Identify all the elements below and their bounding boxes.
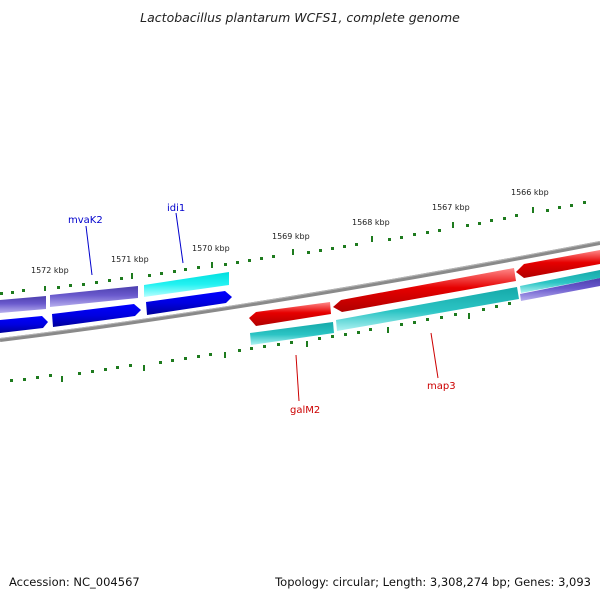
mvaK2-feature bbox=[0, 296, 46, 313]
mvaK2-leader bbox=[85, 225, 93, 276]
cyan-feature-2 bbox=[336, 287, 519, 331]
scale-label-1569: 1569 kbp bbox=[272, 232, 310, 241]
red-feature-right bbox=[516, 250, 600, 278]
left-blue-features bbox=[0, 291, 232, 333]
scale-label-1570: 1570 kbp bbox=[192, 244, 230, 253]
scale-label-1566: 1566 kbp bbox=[511, 188, 549, 197]
galM2-leader bbox=[295, 354, 300, 402]
scale-labels: 1566 kbp 1567 kbp 1568 kbp 1569 kbp 1570… bbox=[31, 188, 549, 275]
map3-label: map3 bbox=[427, 381, 456, 392]
accession-label: Accession: NC_004567 bbox=[9, 575, 140, 589]
gene-leader-lines bbox=[85, 212, 439, 402]
idi1-leader bbox=[175, 212, 184, 264]
genome-backbone bbox=[0, 241, 600, 342]
outer-scale-ticks bbox=[0, 201, 586, 295]
scale-label-1572: 1572 kbp bbox=[31, 266, 69, 275]
cyan-feature-1 bbox=[250, 322, 334, 345]
cyan-features bbox=[250, 270, 600, 345]
galM2-feature bbox=[249, 302, 331, 326]
gene-labels: mvaK2 idi1 galM2 map3 bbox=[68, 203, 456, 416]
red-features bbox=[249, 250, 600, 326]
cyan-feature-3 bbox=[520, 270, 600, 293]
forward-strand-features bbox=[0, 272, 229, 313]
blue-feature-1 bbox=[0, 316, 48, 333]
inner-scale-ticks bbox=[10, 302, 511, 382]
genome-summary: Topology: circular; Length: 3,308,274 bp… bbox=[275, 575, 591, 589]
scale-label-1571: 1571 kbp bbox=[111, 255, 149, 264]
map3-leader bbox=[430, 332, 439, 379]
genome-map-title: Lactobacillus plantarum WCFS1, complete … bbox=[140, 10, 460, 25]
feature-purple-2 bbox=[50, 286, 138, 307]
scale-label-1567: 1567 kbp bbox=[432, 203, 470, 212]
mvaK2-label: mvaK2 bbox=[68, 215, 103, 226]
galM2-label: galM2 bbox=[290, 405, 320, 416]
blue-feature-3 bbox=[146, 291, 232, 315]
map3-feature bbox=[333, 268, 516, 312]
idi1-feature bbox=[144, 272, 229, 297]
purple-feature-right bbox=[520, 278, 600, 301]
idi1-label: idi1 bbox=[167, 203, 185, 214]
scale-label-1568: 1568 kbp bbox=[352, 218, 390, 227]
blue-feature-2 bbox=[52, 304, 141, 327]
